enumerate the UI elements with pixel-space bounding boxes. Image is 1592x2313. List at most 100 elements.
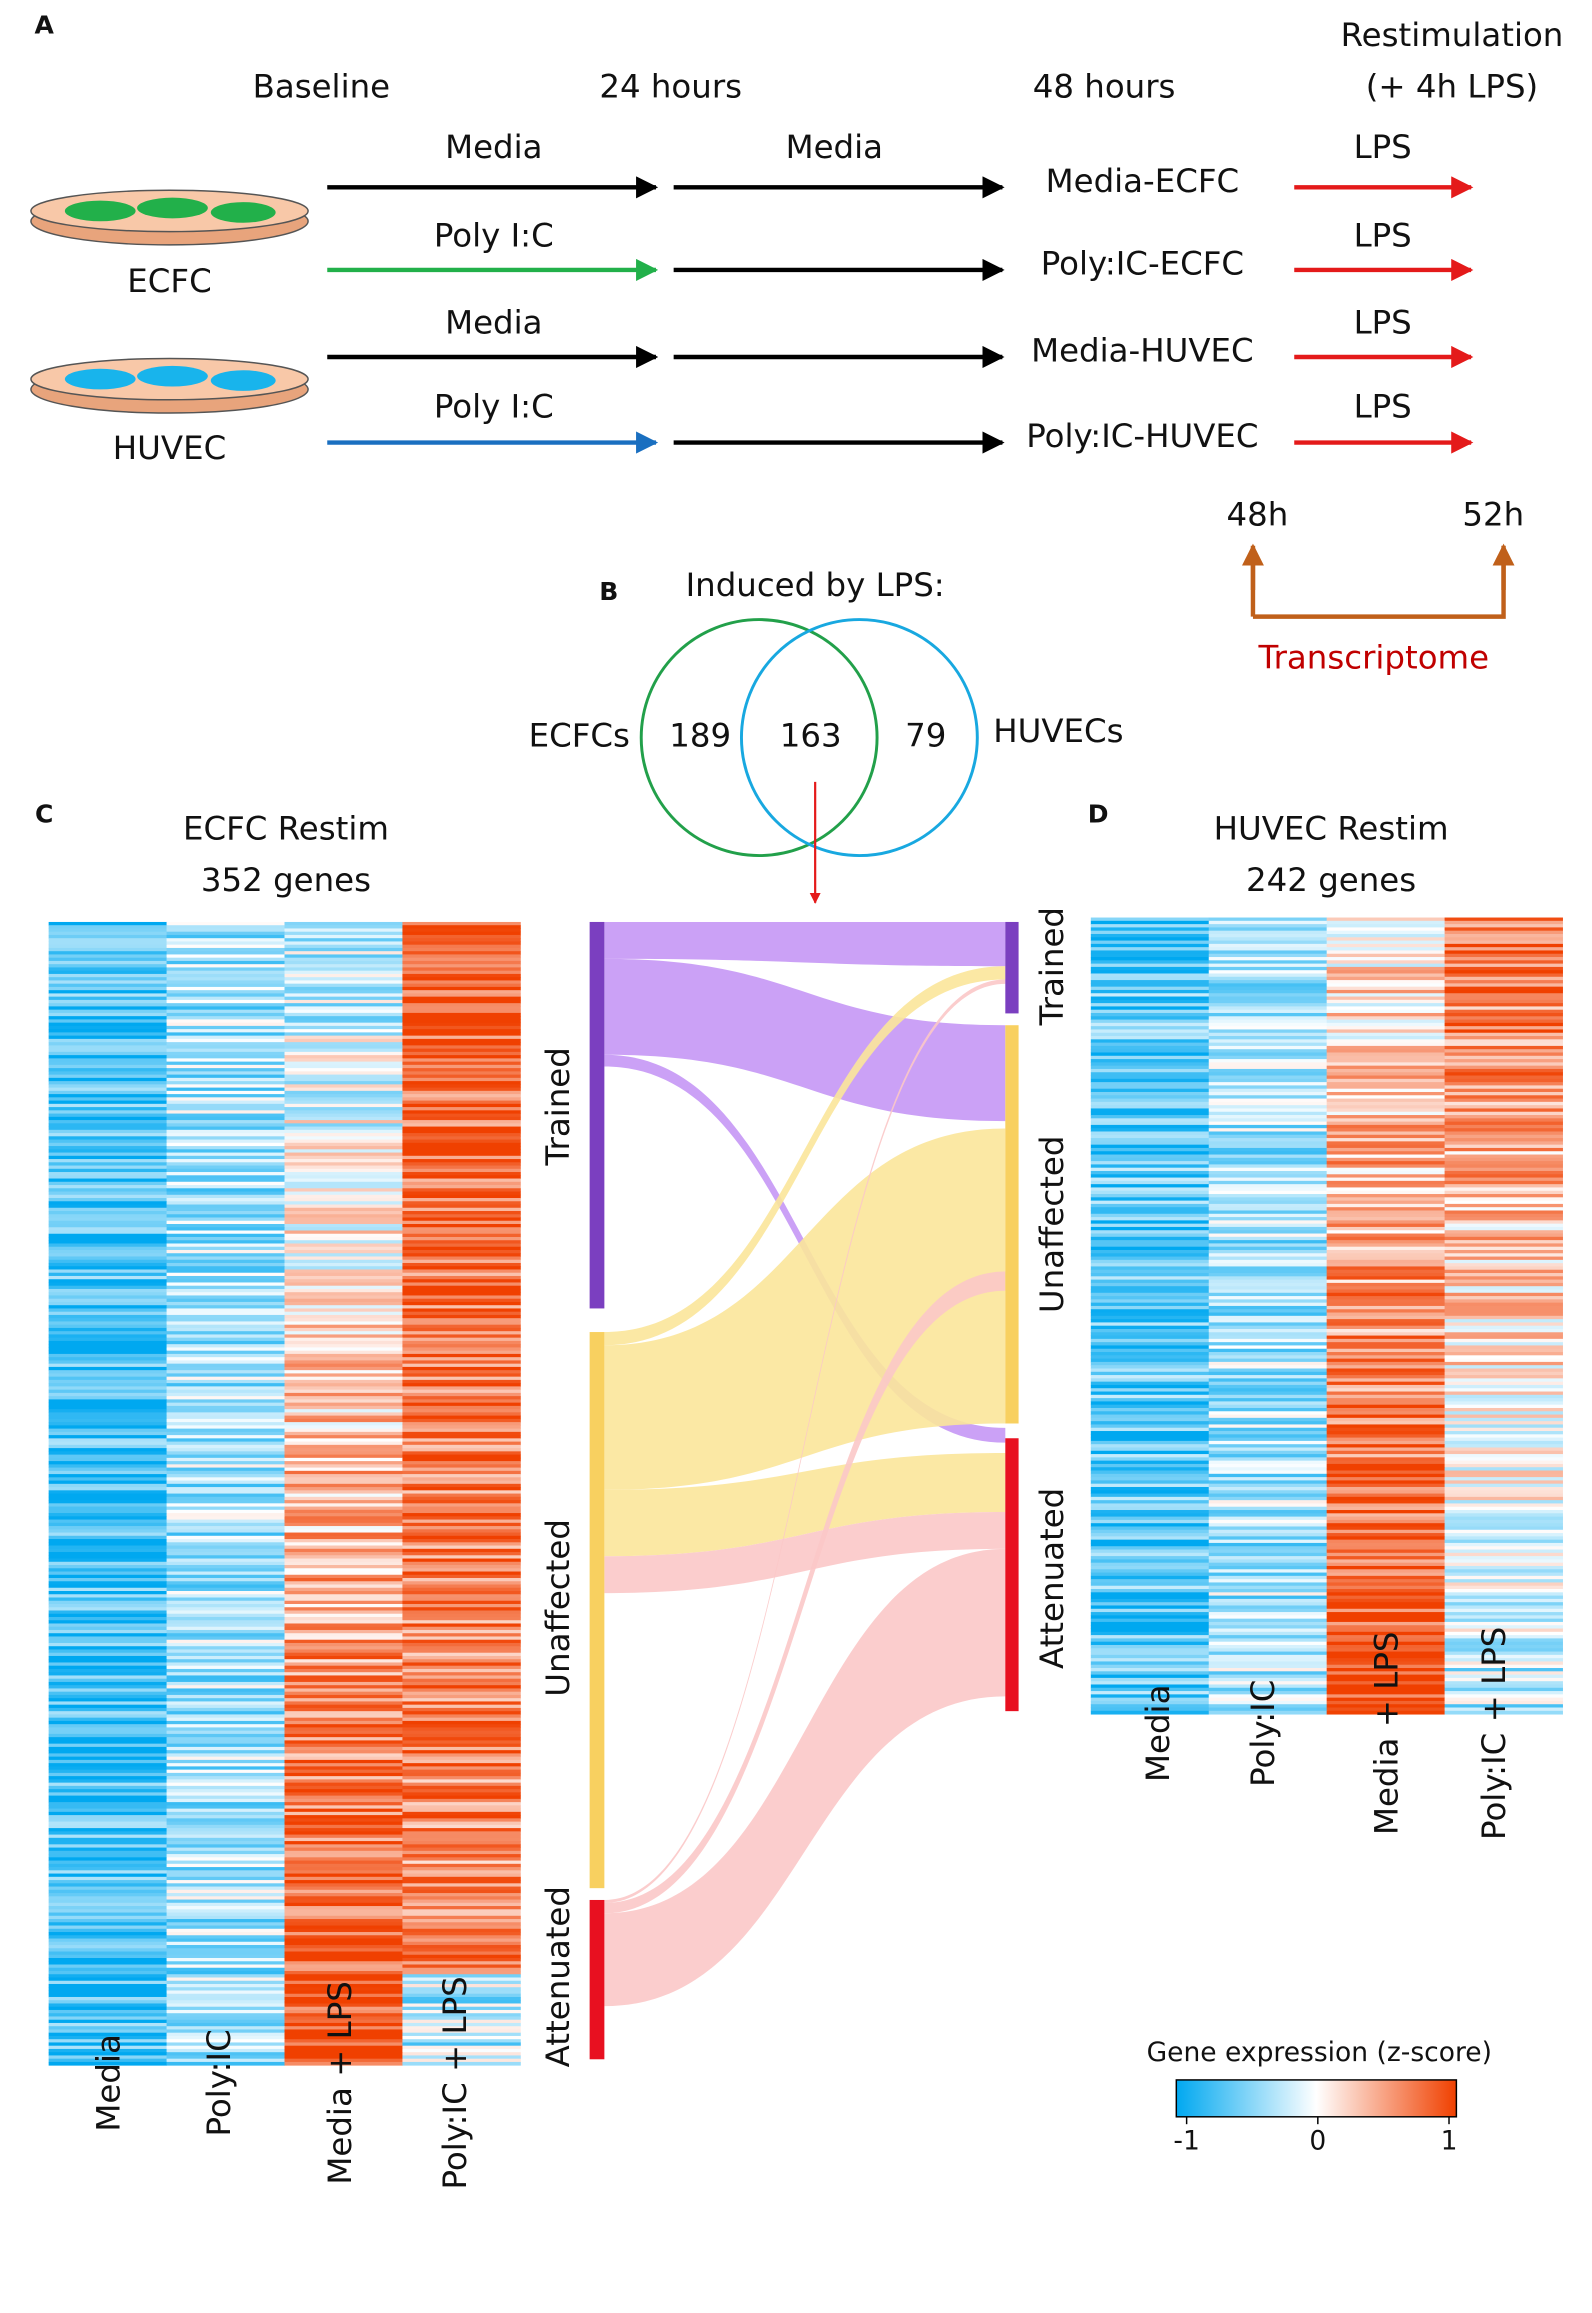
- heatmap-cell: [48, 1720, 168, 1725]
- heatmap-cell: [402, 1909, 521, 1913]
- heatmap-cell: [1326, 1266, 1446, 1271]
- heatmap-cell: [166, 2026, 285, 2030]
- heatmap-cell: [402, 951, 521, 955]
- heatmap-cell: [284, 1733, 403, 1738]
- heatmap-cell: [1326, 1513, 1446, 1518]
- heatmap-cell: [402, 1509, 521, 1514]
- heatmap-cell: [402, 1357, 521, 1361]
- heatmap-cell: [284, 1405, 403, 1410]
- heatmap-cell: [1444, 1131, 1563, 1136]
- heatmap-cell: [166, 1438, 285, 1443]
- heatmap-cell: [402, 1893, 521, 1897]
- heatmap-cell: [284, 1766, 403, 1771]
- heatmap-cell: [284, 1948, 403, 1952]
- heatmap-cell: [166, 1571, 285, 1576]
- heatmap-cell: [166, 1246, 285, 1251]
- heatmap-cell: [166, 1516, 285, 1520]
- heatmap-cell: [402, 1396, 521, 1400]
- heatmap-cell: [1326, 1194, 1446, 1198]
- heatmap-cell: [166, 1392, 285, 1397]
- heatmap-cell: [166, 1077, 285, 1082]
- heatmap-cell: [1090, 1510, 1210, 1514]
- heatmap-cell: [1444, 1444, 1563, 1448]
- heatmap-cell: [1090, 1154, 1210, 1159]
- heatmap-cell: [1444, 1170, 1563, 1175]
- heatmap-cell: [402, 1207, 521, 1212]
- heatmap-cell: [1444, 1302, 1563, 1307]
- heatmap-cell: [1090, 924, 1210, 928]
- heatmap-cell: [166, 983, 285, 988]
- heatmap-cell: [48, 1155, 168, 1160]
- heatmap-cell: [1090, 1404, 1210, 1409]
- heatmap-cell: [284, 1149, 403, 1153]
- heatmap-cell: [48, 1071, 168, 1076]
- heatmap-cell: [48, 1509, 168, 1514]
- heatmap-cell: [1444, 993, 1563, 997]
- heatmap-cell: [1090, 1147, 1210, 1152]
- heatmap-cell: [48, 2026, 168, 2030]
- heatmap-cell: [402, 2019, 521, 2024]
- heatmap-cell: [1444, 1068, 1563, 1073]
- heatmap-cell: [1444, 1463, 1563, 1468]
- heatmap-cell: [1326, 1016, 1446, 1021]
- heatmap-cell: [1444, 1055, 1563, 1060]
- heatmap-cell: [1444, 1368, 1563, 1373]
- heatmap-cell: [284, 2003, 403, 2008]
- heatmap-cell: [48, 1513, 168, 1517]
- heatmap-cell: [48, 1967, 168, 1972]
- heatmap-cell: [1444, 1477, 1563, 1481]
- heatmap-cell: [48, 1139, 168, 1144]
- heatmap-cell: [1208, 1259, 1328, 1264]
- heatmap-cell: [402, 1932, 521, 1936]
- heatmap-cell: [1090, 947, 1210, 951]
- heatmap-cell: [284, 1230, 403, 1235]
- heatmap-cell: [1326, 1664, 1446, 1669]
- heatmap-cell: [1208, 1421, 1328, 1425]
- heatmap-cell: [1090, 1467, 1210, 1471]
- heatmap-cell: [1326, 1161, 1446, 1165]
- heatmap-cell: [402, 1772, 521, 1777]
- heatmap-cell: [1444, 1259, 1563, 1264]
- heatmap-cell: [284, 1279, 403, 1283]
- heatmap-cell: [284, 1737, 403, 1741]
- heatmap-cell: [166, 1363, 285, 1368]
- heatmap-cell: [402, 941, 521, 946]
- heatmap-cell: [1326, 1618, 1446, 1623]
- heatmap-cell: [1090, 1664, 1210, 1669]
- heatmap-cell: [166, 1983, 285, 1988]
- heatmap-cell: [402, 1730, 521, 1735]
- heatmap-cell: [284, 1880, 403, 1884]
- heatmap-cell: [48, 2009, 168, 2014]
- heatmap-cell: [284, 1461, 403, 1465]
- heatmap-cell: [1444, 1407, 1563, 1412]
- heatmap-cell: [284, 1587, 403, 1592]
- heatmap-cell: [48, 2019, 168, 2024]
- heatmap-cell: [48, 1503, 168, 1508]
- heatmap-cell: [1208, 1246, 1328, 1251]
- ecfc-dish: [30, 189, 309, 246]
- treatment: Poly I:C: [434, 388, 554, 426]
- heatmap-cell: [1326, 1147, 1446, 1152]
- heatmap-cell: [166, 1126, 285, 1131]
- heatmap-cell: [1326, 1296, 1446, 1300]
- heatmap-cell: [1208, 1292, 1328, 1297]
- heatmap-cell: [48, 1691, 168, 1696]
- heatmap-cell: [1090, 1628, 1210, 1633]
- heatmap-cell: [284, 1896, 403, 1900]
- heatmap-cell: [1326, 1210, 1446, 1215]
- heatmap-cell: [1444, 1582, 1563, 1587]
- heatmap-cell: [1326, 1312, 1446, 1317]
- heatmap-cell: [402, 1016, 521, 1020]
- heatmap-cell: [48, 1655, 168, 1660]
- heatmap-cell: [402, 1642, 521, 1647]
- heatmap-cell: [284, 1867, 403, 1871]
- heatmap-cell: [402, 1464, 521, 1469]
- heatmap-cell: [1444, 1542, 1563, 1547]
- heatmap-cell: [284, 1616, 403, 1621]
- heatmap-cell: [48, 1363, 168, 1368]
- heatmap-cell: [284, 954, 403, 959]
- heatmap-cell: [284, 2055, 403, 2060]
- heatmap-cell: [166, 1646, 285, 1650]
- heatmap-cell: [1208, 1631, 1328, 1636]
- heatmap-cell: [166, 1292, 285, 1296]
